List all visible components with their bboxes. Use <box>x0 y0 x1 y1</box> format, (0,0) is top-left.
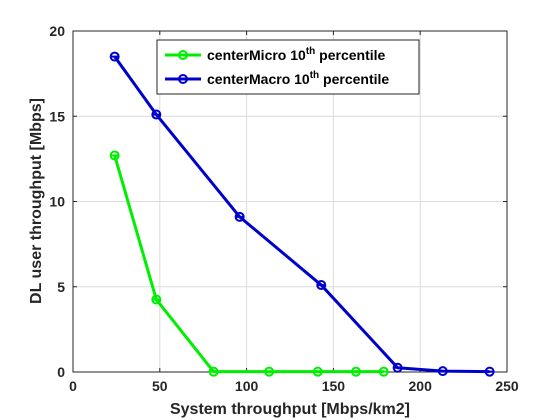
series-lines <box>109 51 495 377</box>
x-tick-label: 100 <box>235 378 259 394</box>
x-tick-label: 250 <box>495 378 519 394</box>
x-axis-title: System throughput [Mbps/km2] <box>170 401 410 418</box>
y-tick-label: 5 <box>57 279 65 295</box>
x-tick-label: 50 <box>152 378 168 394</box>
legend-label: centerMacro 10th percentile <box>207 70 389 87</box>
x-tick-label: 0 <box>69 378 77 394</box>
legend-label-tail: percentile <box>319 71 389 87</box>
y-tick-label: 10 <box>49 194 65 210</box>
legend-label-base: centerMacro 10 <box>207 71 310 87</box>
series-0 <box>109 150 389 377</box>
axis-ticks: 0 50 100 150 200 250 0 5 10 15 20 <box>49 23 518 394</box>
y-tick-label: 20 <box>49 23 65 39</box>
x-tick-label: 200 <box>409 378 433 394</box>
y-tick-label: 0 <box>57 364 65 380</box>
legend-label-sup: th <box>310 70 319 81</box>
legend-label-base: centerMicro 10 <box>207 47 306 63</box>
legend-item-1: centerMacro 10th percentile <box>165 70 389 87</box>
series-1 <box>109 51 495 377</box>
y-axis-title: DL user throughput [Mbps] <box>28 98 45 304</box>
legend-box <box>156 39 420 95</box>
y-tick-label: 15 <box>49 108 65 124</box>
legend-label: centerMicro 10th percentile <box>207 46 386 63</box>
legend-marker <box>178 74 188 84</box>
legend-label-tail: percentile <box>315 47 385 63</box>
x-tick-label: 150 <box>322 378 346 394</box>
legend-label-sup: th <box>306 46 315 57</box>
legend-marker <box>178 50 188 60</box>
legend-item-0: centerMicro 10th percentile <box>165 46 386 63</box>
